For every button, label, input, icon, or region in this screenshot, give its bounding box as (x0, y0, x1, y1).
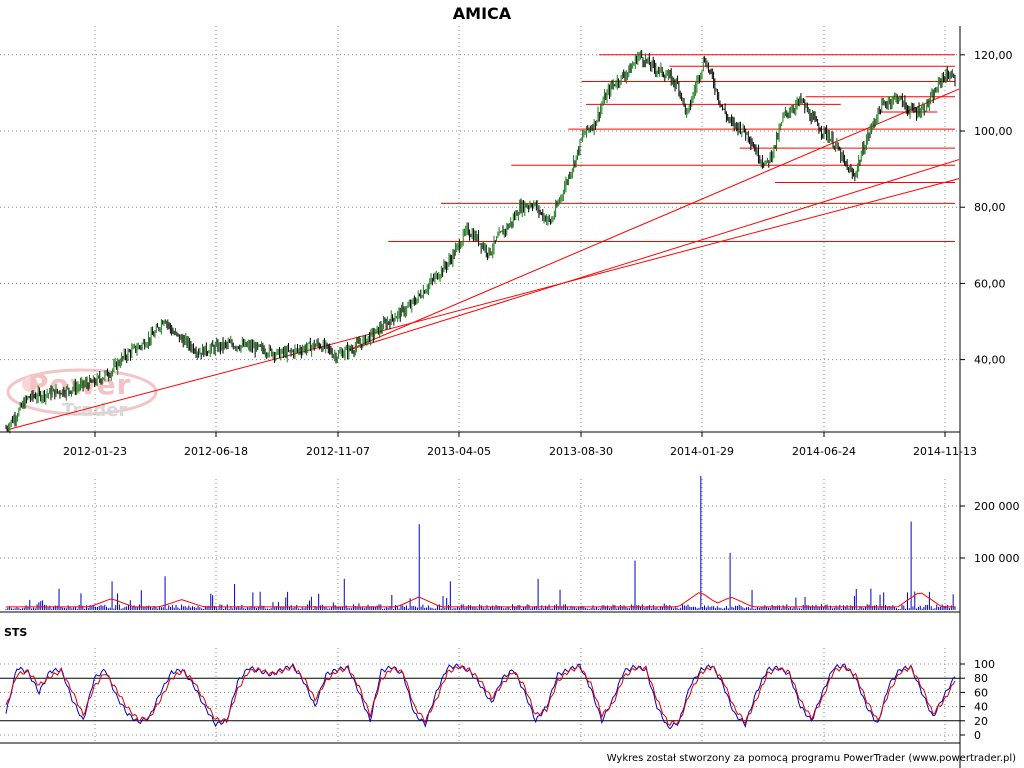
volume-y-tick-label: 200 000 (974, 500, 1020, 513)
x-tick-label: 2012-11-07 (306, 445, 370, 458)
x-tick-label: 2014-11-13 (913, 445, 977, 458)
sts-y-tick-label: 20 (974, 715, 988, 728)
price-y-tick-label: 40,00 (974, 354, 1006, 367)
price-y-tick-label: 100,00 (974, 125, 1013, 138)
x-tick-label: 2012-01-23 (63, 445, 127, 458)
x-tick-label: 2014-06-24 (792, 445, 856, 458)
sts-lines (5, 662, 956, 730)
price-y-tick-label: 120,00 (974, 49, 1013, 62)
y-axis-ticks: 40,00 60,00 80,00 100,00 120,00 100 000 200 00… (960, 49, 1020, 742)
trend-line-1 (348, 88, 960, 351)
sts-slow-line (5, 664, 956, 726)
price-candles (5, 50, 956, 434)
sts-fast-line (5, 662, 956, 730)
sts-y-tick-label: 80 (974, 672, 988, 685)
sts-y-tick-label: 60 (974, 686, 988, 699)
trend-line-0 (5, 178, 960, 431)
volume-y-tick-label: 100 000 (974, 552, 1020, 565)
x-axis-ticks: 2012-01-23 2012-06-18 2012-11-07 2013-04-05… (63, 432, 977, 458)
volume-grid (0, 479, 960, 612)
sts-y-tick-label: 40 (974, 701, 988, 714)
sts-y-tick-label: 100 (974, 658, 995, 671)
x-tick-label: 2013-08-30 (549, 445, 613, 458)
chart-title: AMICA (453, 4, 512, 23)
trend-line-2 (348, 159, 960, 351)
x-tick-label: 2014-01-29 (670, 445, 734, 458)
x-tick-label: 2013-04-05 (427, 445, 491, 458)
x-tick-label: 2012-06-18 (184, 445, 248, 458)
volume-average-line (6, 592, 955, 608)
sts-y-tick-label: 0 (974, 729, 981, 742)
volume-bars (5, 475, 956, 610)
price-y-tick-label: 80,00 (974, 201, 1006, 214)
panel-frames (0, 26, 961, 768)
footer-credit: Wykres został stworzony za pomocą progra… (607, 753, 1016, 764)
sts-panel-title: STS (4, 626, 27, 639)
price-y-tick-label: 60,00 (974, 277, 1006, 290)
